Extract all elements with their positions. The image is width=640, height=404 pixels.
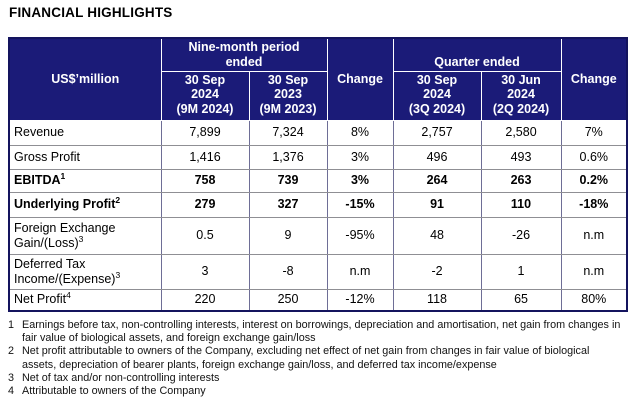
footnote: 2 Net profit attributable to owners of t… [8, 345, 624, 371]
cell-value: 496 [392, 144, 482, 170]
table-row-foreign-exchange: Foreign Exchange Gain/(Loss)3 0.5 9 -95%… [8, 216, 628, 255]
table-body: Revenue 7,899 7,324 8% 2,757 2,580 7% Gr… [8, 119, 628, 312]
cell-value: 91 [392, 191, 482, 218]
cell-value: -26 [480, 216, 562, 255]
footnote-marker: 4 [66, 290, 71, 301]
footnote: 1 Earnings before tax, non-controlling i… [8, 319, 624, 345]
row-label: Deferred Tax Income/(Expense)3 [8, 253, 162, 290]
cell-value: 110 [480, 191, 562, 218]
cell-value: 0.6% [560, 144, 628, 170]
row-label: Underlying Profit2 [8, 191, 162, 218]
footnote-number: 2 [8, 345, 15, 358]
financial-highlights-table: US$’million Nine-month period ended Chan… [8, 37, 629, 312]
cell-value: 3 [160, 253, 250, 290]
cell-value: -15% [326, 191, 394, 218]
header-col-2q-2024: 30 Jun 2024 (2Q 2024) [480, 70, 562, 121]
header-group-nine-month: Nine-month period ended [160, 37, 328, 72]
cell-value: -95% [326, 216, 394, 255]
page-title: FINANCIAL HIGHLIGHTS [9, 5, 173, 20]
table-row-ebitda: EBITDA1 758 739 3% 264 263 0.2% [8, 168, 628, 193]
cell-value: 7,324 [248, 119, 328, 146]
cell-value: 2,580 [480, 119, 562, 146]
table-row-deferred-tax: Deferred Tax Income/(Expense)3 3 -8 n.m … [8, 253, 628, 290]
row-label: Revenue [8, 119, 162, 146]
footnote-text: Net of tax and/or non-controlling intere… [22, 371, 220, 384]
header-group-quarter: Quarter ended [392, 37, 562, 72]
cell-value: 7,899 [160, 119, 250, 146]
header-col-9m-2024: 30 Sep 2024 (9M 2024) [160, 70, 250, 121]
footnote-text: Earnings before tax, non-controlling int… [22, 319, 621, 345]
footnote-marker: 3 [78, 233, 84, 244]
footnote-text: Attributable to owners of the Company [22, 384, 206, 397]
cell-value: n.m [326, 253, 394, 290]
row-label: EBITDA1 [8, 168, 162, 193]
cell-value: 263 [480, 168, 562, 193]
cell-value: 3% [326, 168, 394, 193]
row-label: Net Profit4 [8, 288, 162, 312]
cell-value: n.m [560, 216, 628, 255]
cell-value: -18% [560, 191, 628, 218]
cell-value: 493 [480, 144, 562, 170]
cell-value: n.m [560, 253, 628, 290]
cell-value: -12% [326, 288, 394, 312]
cell-value: 8% [326, 119, 394, 146]
cell-value: 739 [248, 168, 328, 193]
header-col-3q-2024: 30 Sep 2024 (3Q 2024) [392, 70, 482, 121]
footnote-marker: 1 [60, 170, 66, 181]
cell-value: 0.2% [560, 168, 628, 193]
footnote: 3 Net of tax and/or non-controlling inte… [8, 372, 624, 385]
header-change-nine-month: Change [326, 37, 394, 121]
cell-value: 250 [248, 288, 328, 312]
table-row-underlying-profit: Underlying Profit2 279 327 -15% 91 110 -… [8, 191, 628, 218]
cell-value: -8 [248, 253, 328, 290]
cell-value: 7% [560, 119, 628, 146]
footnote-number: 3 [8, 371, 15, 384]
cell-value: 0.5 [160, 216, 250, 255]
footnote-marker: 3 [115, 269, 121, 280]
header-change-quarter: Change [560, 37, 628, 121]
table-row-net-profit: Net Profit4 220 250 -12% 118 65 80% [8, 288, 628, 312]
cell-value: 2,757 [392, 119, 482, 146]
table-row-revenue: Revenue 7,899 7,324 8% 2,757 2,580 7% [8, 119, 628, 146]
cell-value: 80% [560, 288, 628, 312]
footnote-number: 1 [8, 319, 15, 331]
cell-value: 220 [160, 288, 250, 312]
header-col-9m-2023: 30 Sep 2023 (9M 2023) [248, 70, 328, 121]
table-row-gross-profit: Gross Profit 1,416 1,376 3% 496 493 0.6% [8, 144, 628, 170]
cell-value: 279 [160, 191, 250, 218]
cell-value: 1,376 [248, 144, 328, 170]
header-unit-label: US$’million [8, 37, 162, 121]
cell-value: 9 [248, 216, 328, 255]
cell-value: 1,416 [160, 144, 250, 170]
cell-value: 327 [248, 191, 328, 218]
footnote: 4 Attributable to owners of the Company [8, 385, 624, 398]
cell-value: 1 [480, 253, 562, 290]
cell-value: 3% [326, 144, 394, 170]
row-label: Gross Profit [8, 144, 162, 170]
footnote-marker: 2 [115, 194, 121, 205]
cell-value: 758 [160, 168, 250, 193]
cell-value: 264 [392, 168, 482, 193]
cell-value: 65 [480, 288, 562, 312]
cell-value: 118 [392, 288, 482, 312]
footnote-number: 4 [8, 384, 15, 397]
row-label: Foreign Exchange Gain/(Loss)3 [8, 216, 162, 255]
cell-value: -2 [392, 253, 482, 290]
cell-value: 48 [392, 216, 482, 255]
footnotes: 1 Earnings before tax, non-controlling i… [8, 319, 624, 398]
table-header: US$’million Nine-month period ended Chan… [8, 37, 628, 121]
footnote-text: Net profit attributable to owners of the… [22, 345, 590, 371]
